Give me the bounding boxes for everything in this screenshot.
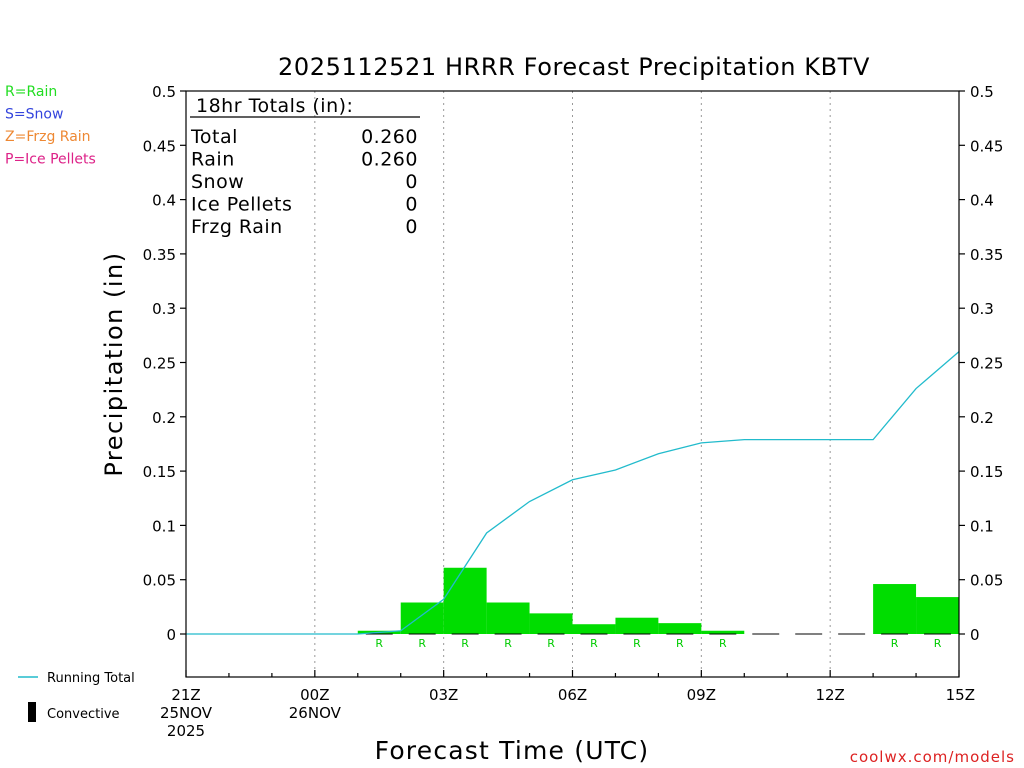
ptype-label: R (418, 637, 426, 650)
y-tick-label-right: 0.35 (970, 246, 1003, 264)
x-tick-label: 26NOV (289, 704, 342, 722)
totals-box: 18hr Totals (in): Total 0.260 Rain 0.260 Snow… (190, 95, 420, 238)
x-tick-label: 06Z (558, 686, 587, 704)
totals-value: 0.260 (361, 126, 418, 148)
ptype-label: R (676, 637, 684, 650)
bar-9 (529, 613, 573, 634)
precip-type-legend: R=Rain S=Snow Z=Frzg Rain P=Ice Pellets (5, 84, 96, 168)
y-tick-label-right: 0.15 (970, 463, 1003, 481)
totals-header: 18hr Totals (in): (196, 95, 353, 117)
y-tick-label-right: 0.05 (970, 572, 1003, 590)
y-axis-right: 0 0.05 0.1 0.15 0.2 0.25 0.3 0.35 0.4 0.45 0.5 (959, 83, 1003, 644)
y-tick-label-right: 0.1 (970, 517, 994, 535)
legend-item: P=Ice Pellets (5, 152, 96, 168)
totals-label: Ice Pellets (191, 194, 292, 216)
y-tick-label: 0.05 (143, 572, 176, 590)
running-total-line-group (186, 351, 960, 635)
y-tick-label: 0.35 (143, 246, 176, 264)
ptype-label: R (547, 637, 555, 650)
y-tick-label-right: 0.4 (970, 192, 994, 210)
legend-item: S=Snow (5, 107, 63, 123)
x-tick-label: 09Z (687, 686, 716, 704)
y-tick-label: 0.15 (143, 463, 176, 481)
totals-label: Frzg Rain (191, 216, 283, 238)
y-tick-label-right: 0.5 (970, 83, 994, 101)
x-tick-label: 21Z (171, 686, 200, 704)
totals-label: Snow (191, 171, 244, 193)
y-tick-label: 0 (166, 626, 176, 644)
ptype-label: R (375, 637, 383, 650)
x-tick-label: 12Z (815, 686, 844, 704)
y-tick-label-right: 0.45 (970, 137, 1003, 155)
series-legend-label: Running Total (47, 671, 135, 686)
x-tick-label: 25NOV (160, 704, 213, 722)
y-tick-label: 0.2 (152, 409, 176, 427)
ptype-label: R (633, 637, 641, 650)
y-tick-label: 0.45 (143, 137, 176, 155)
y-tick-label-right: 0.3 (970, 300, 994, 318)
y-tick-label: 0.5 (152, 83, 176, 101)
totals-value: 0 (405, 171, 418, 193)
y-tick-label-right: 0.2 (970, 409, 994, 427)
y-tick-label-right: 0.25 (970, 355, 1003, 373)
x-tick-label: 15Z (946, 686, 975, 704)
totals-value: 0 (405, 216, 418, 238)
legend-item: R=Rain (5, 84, 57, 100)
ptype-label: R (504, 637, 512, 650)
y-tick-label: 0.1 (152, 517, 176, 535)
totals-label: Total (190, 126, 238, 148)
y-axis-left: 0 0.05 0.1 0.15 0.2 0.25 0.3 0.35 0.4 0.45 0.5 (143, 83, 186, 644)
vertical-grid-lines (314, 91, 831, 677)
bar-10 (572, 624, 616, 634)
y-tick-label: 0.3 (152, 300, 176, 318)
bar-18 (916, 597, 959, 634)
y-axis-label: Precipitation (in) (100, 251, 128, 476)
series-legend-label: Convective (47, 707, 120, 722)
bar-8 (486, 602, 530, 634)
y-tick-label-right: 0 (970, 626, 980, 644)
hourly-precip-bars (194, 567, 959, 635)
y-tick-label: 0.25 (143, 355, 176, 373)
ptype-label: R (590, 637, 598, 650)
bar-13 (701, 630, 745, 634)
bar-7 (443, 567, 487, 634)
series-legend: Running Total Convective (18, 671, 135, 722)
x-axis-label: Forecast Time (UTC) (375, 736, 650, 765)
bar-12 (658, 623, 702, 634)
x-tick-label: 03Z (429, 686, 458, 704)
chart-title: 2025112521 HRRR Forecast Precipitation K… (278, 53, 870, 81)
ptype-label: R (719, 637, 727, 650)
x-tick-label: 00Z (300, 686, 329, 704)
convective-swatch (28, 702, 36, 722)
ptype-label: R (461, 637, 469, 650)
bar-11 (615, 617, 659, 634)
totals-label: Rain (191, 149, 235, 171)
ptype-label: R (891, 637, 899, 650)
totals-value: 0 (405, 194, 418, 216)
x-tick-label: 2025 (167, 722, 205, 740)
legend-item: Z=Frzg Rain (5, 129, 91, 145)
credit-text: coolwx.com/models (850, 748, 1015, 766)
bar-6 (400, 602, 444, 634)
ptype-label: R (934, 637, 942, 650)
running-total-line (186, 351, 960, 635)
bar-17 (873, 584, 917, 634)
y-tick-label: 0.4 (152, 192, 176, 210)
totals-value: 0.260 (361, 149, 418, 171)
